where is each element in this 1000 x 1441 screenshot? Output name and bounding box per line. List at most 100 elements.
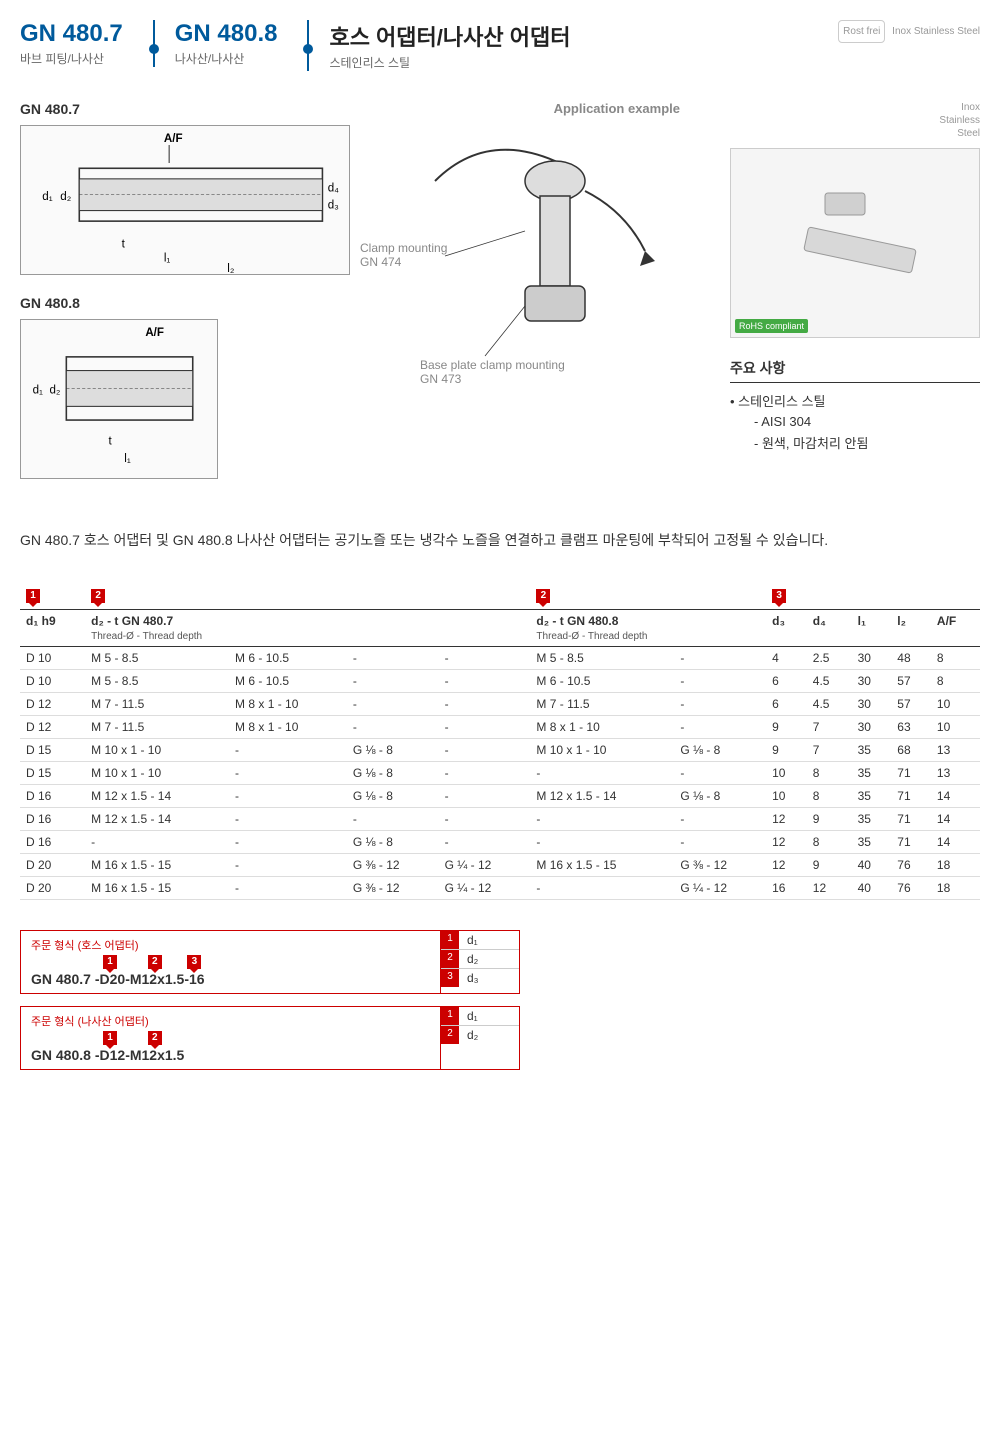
table-header: d₂ - t GN 480.8Thread-Ø - Thread depth: [530, 609, 766, 646]
table-cell: M 12 x 1.5 - 14: [85, 807, 229, 830]
table-cell: M 10 x 1 - 10: [530, 738, 674, 761]
table-cell: -: [674, 692, 766, 715]
table-cell: -: [229, 876, 347, 899]
table-cell: 10: [766, 761, 807, 784]
table-cell: G ¼ - 12: [439, 876, 531, 899]
spec-item: 원색, 마감처리 안됨: [742, 433, 980, 452]
table-cell: M 16 x 1.5 - 15: [85, 853, 229, 876]
table-cell: M 12 x 1.5 - 14: [85, 784, 229, 807]
product-sub: 나사산/나사산: [175, 50, 278, 67]
table-header: A/F: [931, 609, 980, 646]
legend-row: 2d₂: [441, 1026, 519, 1044]
table-header: l₂: [891, 609, 931, 646]
table-cell: 7: [807, 738, 852, 761]
rohs-badge: RoHS compliant: [735, 319, 808, 333]
header-product-2: GN 480.8 나사산/나사산: [153, 20, 298, 67]
table-cell: 30: [852, 692, 892, 715]
table-cell: 71: [891, 830, 931, 853]
spec-heading: 주요 사항: [730, 358, 980, 383]
table-cell: G ⅛ - 8: [347, 784, 439, 807]
svg-text:d₃: d₃: [328, 198, 339, 211]
header-product-1: GN 480.7 바브 피팅/나사산: [20, 20, 143, 67]
table-cell: M 5 - 8.5: [85, 669, 229, 692]
table-cell: 10: [931, 715, 980, 738]
technical-drawing-2: A/F d₁ d₂ t l₁: [20, 319, 218, 479]
table-cell: 76: [891, 853, 931, 876]
table-cell: -: [229, 853, 347, 876]
table-cell: D 16: [20, 784, 85, 807]
product-code: GN 480.7: [20, 20, 123, 48]
table-row: D 10M 5 - 8.5M 6 - 10.5--M 6 - 10.5-64.5…: [20, 669, 980, 692]
page-title: 호스 어댑터/나사산 어댑터: [329, 20, 570, 52]
table-cell: 12: [766, 853, 807, 876]
table-cell: 35: [852, 830, 892, 853]
table-cell: D 12: [20, 692, 85, 715]
spec-item: AISI 304: [742, 414, 980, 429]
spec-item: 스테인리스 스틸: [742, 391, 980, 410]
table-cell: G ⅛ - 8: [347, 761, 439, 784]
legend-row: 1d₁: [441, 1007, 519, 1026]
table-cell: 68: [891, 738, 931, 761]
svg-text:d₂: d₂: [49, 385, 60, 397]
table-cell: -: [439, 738, 531, 761]
order-code: GN 480.8 1-D12 2-M12x1.5: [31, 1047, 430, 1063]
table-cell: 71: [891, 761, 931, 784]
svg-text:t: t: [122, 238, 126, 251]
header-title-block: 호스 어댑터/나사산 어댑터 스테인리스 스틸: [307, 20, 590, 71]
table-cell: M 5 - 8.5: [85, 646, 229, 669]
product-photo: RoHS compliant: [730, 148, 980, 338]
table-cell: 71: [891, 784, 931, 807]
table-cell: 71: [891, 807, 931, 830]
table-cell: 10: [766, 784, 807, 807]
table-cell: M 10 x 1 - 10: [85, 738, 229, 761]
table-cell: 2.5: [807, 646, 852, 669]
order-format-box: 주문 형식 (호스 어댑터) GN 480.7 1-D20 2-M12x1.5 …: [20, 930, 520, 994]
table-cell: -: [674, 830, 766, 853]
table-cell: 18: [931, 853, 980, 876]
table-cell: D 12: [20, 715, 85, 738]
table-cell: 4.5: [807, 692, 852, 715]
table-cell: M 16 x 1.5 - 15: [85, 876, 229, 899]
table-cell: 6: [766, 692, 807, 715]
table-cell: -: [229, 807, 347, 830]
table-cell: -: [229, 830, 347, 853]
order-code: GN 480.7 1-D20 2-M12x1.5 3-16: [31, 971, 430, 987]
table-row: D 10M 5 - 8.5M 6 - 10.5--M 5 - 8.5-42.53…: [20, 646, 980, 669]
table-cell: G ⅜ - 12: [347, 853, 439, 876]
table-cell: 9: [807, 853, 852, 876]
table-cell: 13: [931, 761, 980, 784]
table-cell: D 15: [20, 761, 85, 784]
svg-text:l₁: l₁: [124, 453, 131, 465]
table-cell: M 5 - 8.5: [530, 646, 674, 669]
table-cell: M 8 x 1 - 10: [229, 715, 347, 738]
rostfrei-badge: Rost frei: [838, 20, 885, 43]
order-title: 주문 형식 (나사산 어댑터): [31, 1013, 430, 1029]
table-cell: -: [530, 761, 674, 784]
table-cell: 4.5: [807, 669, 852, 692]
svg-text:d₁: d₁: [33, 385, 43, 397]
table-cell: 12: [766, 807, 807, 830]
table-row: D 15M 10 x 1 - 10-G ⅛ - 8---108357113: [20, 761, 980, 784]
table-cell: -: [439, 646, 531, 669]
table-cell: 63: [891, 715, 931, 738]
svg-text:t: t: [108, 435, 112, 447]
table-cell: M 8 x 1 - 10: [530, 715, 674, 738]
svg-text:l₂: l₂: [227, 262, 234, 274]
table-cell: -: [674, 715, 766, 738]
table-cell: -: [229, 784, 347, 807]
table-cell: M 7 - 11.5: [85, 715, 229, 738]
table-cell: 13: [931, 738, 980, 761]
table-row: D 16M 12 x 1.5 - 14-----129357114: [20, 807, 980, 830]
table-cell: -: [439, 830, 531, 853]
table-cell: M 16 x 1.5 - 15: [530, 853, 674, 876]
order-format-section: 주문 형식 (호스 어댑터) GN 480.7 1-D20 2-M12x1.5 …: [20, 930, 520, 1070]
table-cell: G ¼ - 12: [674, 876, 766, 899]
table-cell: -: [439, 692, 531, 715]
diagram-2-label: GN 480.8: [20, 295, 350, 311]
table-cell: G ¼ - 12: [439, 853, 531, 876]
table-row: D 16M 12 x 1.5 - 14-G ⅛ - 8-M 12 x 1.5 -…: [20, 784, 980, 807]
table-row: D 12M 7 - 11.5M 8 x 1 - 10--M 7 - 11.5-6…: [20, 692, 980, 715]
table-header: l₁: [852, 609, 892, 646]
table-cell: D 16: [20, 830, 85, 853]
table-cell: 40: [852, 853, 892, 876]
